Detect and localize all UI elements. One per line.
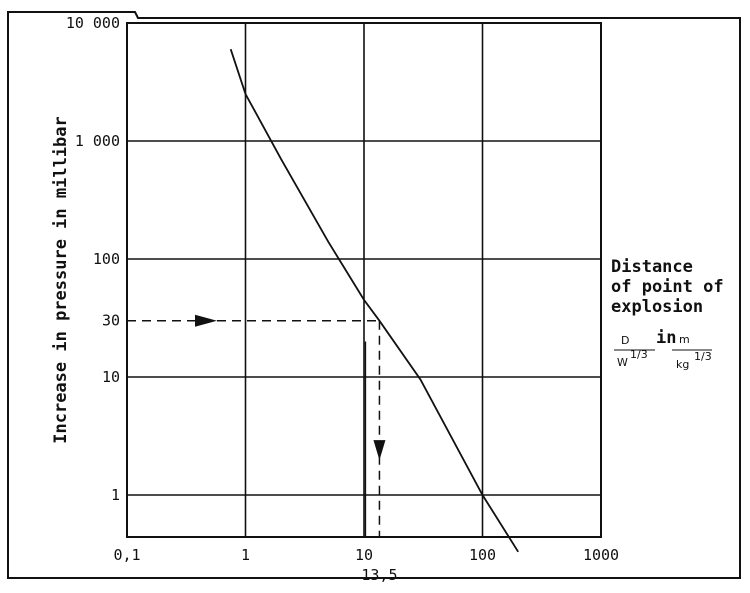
down-arrow-icon xyxy=(373,440,386,461)
x-tick-label: 0,1 xyxy=(113,546,140,564)
unit-kg-exponent: 1/3 xyxy=(694,350,712,363)
x-axis-label-line-2: of point of xyxy=(611,277,724,297)
x-tick-label: 100 xyxy=(469,546,496,564)
x-axis-unit: D W 1/3 in m kg 1/3 xyxy=(614,328,712,371)
unit-kg: kg xyxy=(676,358,689,371)
x-axis-label-line-1: Distance xyxy=(611,257,693,277)
y-tick-label: 1 xyxy=(111,486,120,504)
y-tick-label: 10 xyxy=(102,368,120,386)
right-arrow-icon xyxy=(195,314,217,327)
unit-in: in xyxy=(656,328,676,348)
y-tick-label: 10 000 xyxy=(66,14,120,32)
grid xyxy=(127,23,601,537)
unit-w-exponent: 1/3 xyxy=(630,348,648,361)
unit-d: D xyxy=(621,334,629,347)
x-tick-labels: 0,1 1 10 100 1000 xyxy=(113,546,619,564)
x-tick-label: 10 xyxy=(355,546,373,564)
x-tick-label: 1 xyxy=(241,546,250,564)
annotation: 13,5 xyxy=(127,314,398,584)
outer-frame xyxy=(7,11,741,579)
series-line xyxy=(229,48,519,553)
y-axis-label: Increase in pressure in millibar xyxy=(51,116,71,444)
unit-m: m xyxy=(679,333,690,346)
x-axis-label-line-3: explosion xyxy=(611,297,703,317)
y-tick-label: 100 xyxy=(93,250,120,268)
y-tick-label: 1 000 xyxy=(75,132,120,150)
annotation-x-label: 13,5 xyxy=(361,566,397,584)
y-tick-labels: 10 000 1 000 100 30 10 1 xyxy=(66,14,120,504)
x-tick-label: 1000 xyxy=(583,546,619,564)
unit-w: W xyxy=(617,356,628,369)
y-tick-label: 30 xyxy=(102,312,120,330)
